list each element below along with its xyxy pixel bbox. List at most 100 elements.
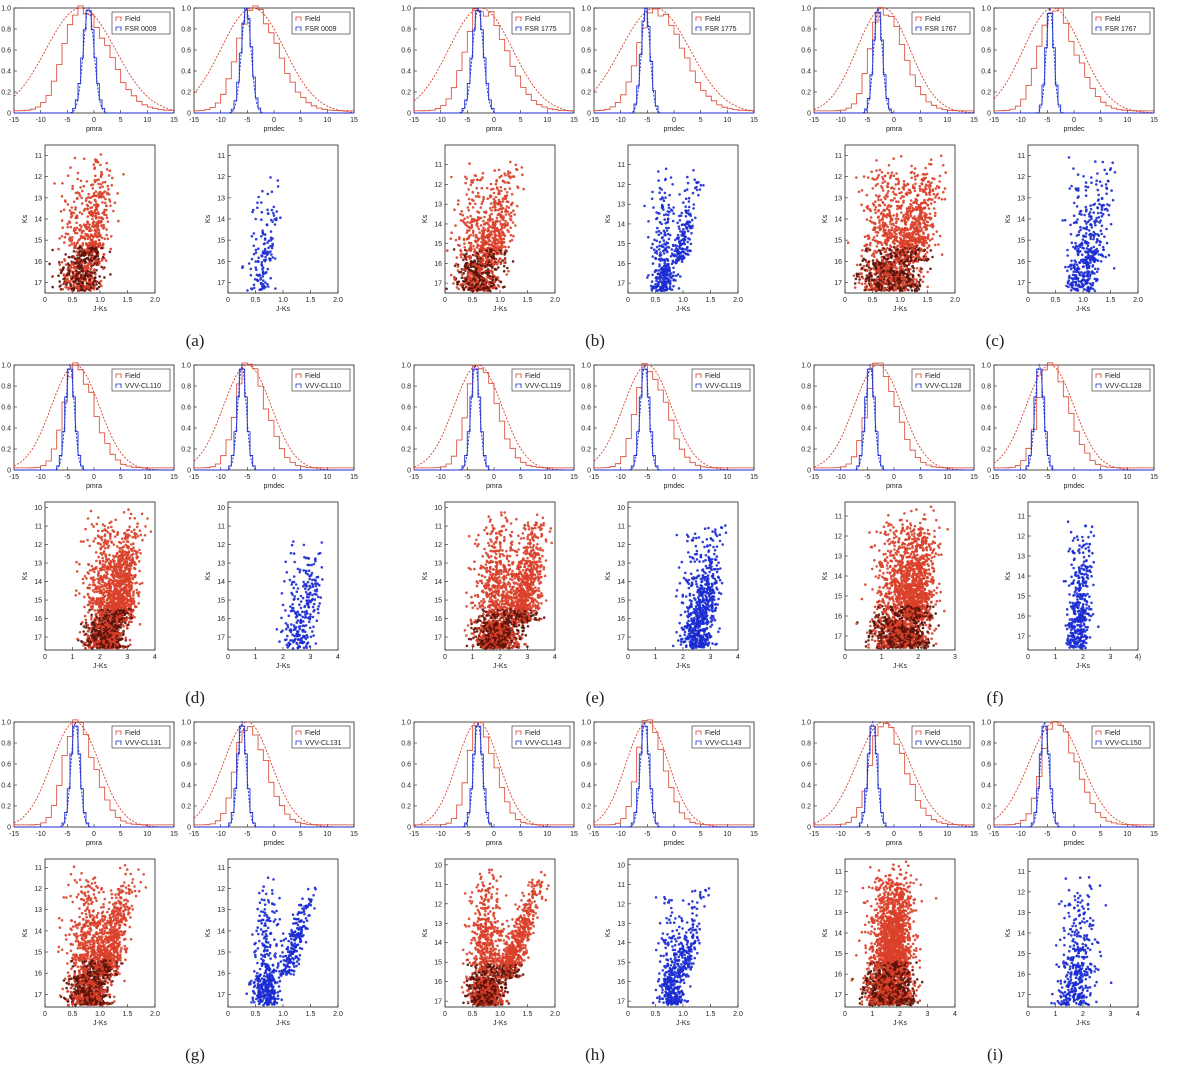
cmd-xtick-label: 2 — [1081, 654, 1085, 661]
cmd-xtick-label: 2 — [1081, 1011, 1085, 1018]
cmd-ytick-label: 17 — [834, 280, 842, 287]
hist-ytick-label: 0.8 — [1, 384, 11, 391]
hist-ytick-label: 1.0 — [801, 363, 811, 370]
hist-xtick-label: 0 — [1072, 831, 1076, 838]
hist-xtick-label: 10 — [543, 117, 551, 124]
hist-xtick-label: 0 — [672, 474, 676, 481]
hist-ytick-label: 0.8 — [801, 384, 811, 391]
cmd-xtick-label: 2 — [898, 1011, 902, 1018]
cmd-xtick-label: 1.0 — [895, 297, 905, 304]
cmd-xtick-label: 0 — [43, 297, 47, 304]
hist-xtick-label: 0 — [272, 474, 276, 481]
cmd-ytick-label: 17 — [217, 635, 225, 642]
cmd-xtick-label: 2 — [98, 654, 102, 661]
cmd-xtick-label: 2 — [916, 654, 920, 661]
cmd-xtick-label: 2.0 — [550, 297, 560, 304]
hist-ytick-label: 1.0 — [581, 6, 591, 13]
cmd-ytick-label: 17 — [834, 634, 842, 641]
cmd-xtick-label: 4 — [736, 654, 740, 661]
cmd-ytick-label: 12 — [217, 174, 225, 181]
hist-ytick-label: 0.8 — [581, 741, 591, 748]
cmd-xlabel: J-Ks — [893, 663, 908, 670]
hist-ytick-label: 0.6 — [801, 48, 811, 55]
cmd-xtick-label: 0 — [843, 297, 847, 304]
hist-xtick-label: 0 — [92, 831, 96, 838]
panel-label: (e) — [586, 688, 605, 707]
cmd-ytick-label: 13 — [217, 561, 225, 568]
cmd-ytick-label: 17 — [434, 999, 442, 1006]
hist-ytick-label: 0.6 — [801, 762, 811, 769]
cluster-cmd-points — [1050, 876, 1112, 1006]
hist-ytick-label: 0.4 — [1, 426, 11, 433]
legend-field-label: Field — [925, 16, 940, 23]
hist-ytick-label: 0.2 — [1, 804, 11, 811]
hist-xtick-label: -15 — [809, 474, 819, 481]
hist-ytick-label: 0.8 — [581, 27, 591, 34]
legend-cluster-label: VVV-CL131 — [305, 740, 342, 747]
cmd-ylabel: Ks — [22, 928, 29, 937]
hist-xtick-label: -15 — [589, 474, 599, 481]
cmd-ytick-label: 17 — [217, 992, 225, 999]
hist-ytick-label: 0.2 — [801, 90, 811, 97]
field-cmd-points — [855, 505, 949, 649]
cmd-ytick-label: 13 — [434, 561, 442, 568]
legend-cluster-label: VVV-CL119 — [705, 383, 741, 390]
hist-ytick-label: 0.4 — [801, 69, 811, 76]
cmd-ytick-label: 15 — [217, 950, 225, 957]
hist-xtick-label: 15 — [1150, 474, 1158, 481]
cmd-ytick-label: 11 — [435, 524, 442, 531]
hist-xtick-label: 5 — [519, 831, 523, 838]
hist-xtick-label: -10 — [436, 831, 446, 838]
cmd-ytick-label: 13 — [217, 195, 225, 202]
hist-ytick-label: 1.0 — [1, 720, 11, 727]
hist-ytick-label: 0.8 — [401, 741, 411, 748]
cmd-ylabel: Ks — [422, 214, 429, 223]
cmd-ytick-label: 17 — [617, 635, 625, 642]
cmd-xtick-label: 3 — [309, 654, 313, 661]
cmd-ylabel: Ks — [1005, 928, 1012, 937]
cmd-ytick-label: 11 — [35, 865, 42, 872]
cmd-xtick-label: 0 — [226, 1011, 230, 1018]
hist-xlabel: pmra — [486, 483, 502, 490]
hist-xtick-label: -10 — [436, 117, 446, 124]
cmd-ytick-label: 17 — [434, 281, 442, 288]
legend-field-label: Field — [305, 730, 320, 737]
panel-label: (g) — [185, 1045, 205, 1064]
cmd-ytick-label: 17 — [34, 280, 42, 287]
cmd-ytick-label: 14 — [834, 931, 842, 938]
hist-xtick-label: -5 — [1044, 474, 1050, 481]
hist-xtick-label: 10 — [723, 117, 731, 124]
legend-cluster-label: VVV-CL150 — [1105, 740, 1142, 747]
panel-label: (d) — [185, 688, 205, 707]
hist-xlabel: pmra — [86, 126, 102, 133]
legend-cluster-label: FSR 1767 — [1105, 26, 1137, 33]
cmd-frame — [1028, 859, 1138, 1007]
hist-ytick-label: 0.6 — [801, 405, 811, 412]
cmd-ytick-label: 17 — [617, 281, 625, 288]
cmd-ylabel: Ks — [822, 214, 829, 223]
legend-cluster-label: VVV-CL128 — [1105, 383, 1142, 390]
cmd-ytick-label: 14 — [617, 221, 625, 228]
cmd-xlabel: J-Ks — [1076, 663, 1091, 670]
hist-ytick-label: 1.0 — [981, 363, 991, 370]
hist-xtick-label: 5 — [699, 474, 703, 481]
legend-field-label: Field — [925, 730, 940, 737]
cmd-ytick-label: 13 — [434, 921, 442, 928]
cmd-xtick-label: 2 — [681, 654, 685, 661]
hist-ytick-label: 0.8 — [181, 384, 191, 391]
cmd-xtick-label: 0 — [1026, 297, 1030, 304]
cluster-cmd-points — [652, 887, 711, 1006]
cmd-xtick-label: 1.5 — [123, 1011, 133, 1018]
hist-ytick-label: 0.2 — [401, 90, 411, 97]
hist-ytick-label: 0.2 — [401, 447, 411, 454]
cmd-xtick-label: 2.0 — [150, 297, 160, 304]
hist-xtick-label: 0 — [92, 117, 96, 124]
legend-cluster-label: FSR 0009 — [125, 26, 157, 33]
cmd-xtick-label: 0.5 — [251, 1011, 261, 1018]
cmd-ytick-label: 16 — [217, 259, 225, 266]
cmd-ytick-label: 14 — [1017, 217, 1025, 224]
hist-xtick-label: -10 — [836, 474, 846, 481]
hist-xlabel: pmdec — [663, 483, 685, 490]
